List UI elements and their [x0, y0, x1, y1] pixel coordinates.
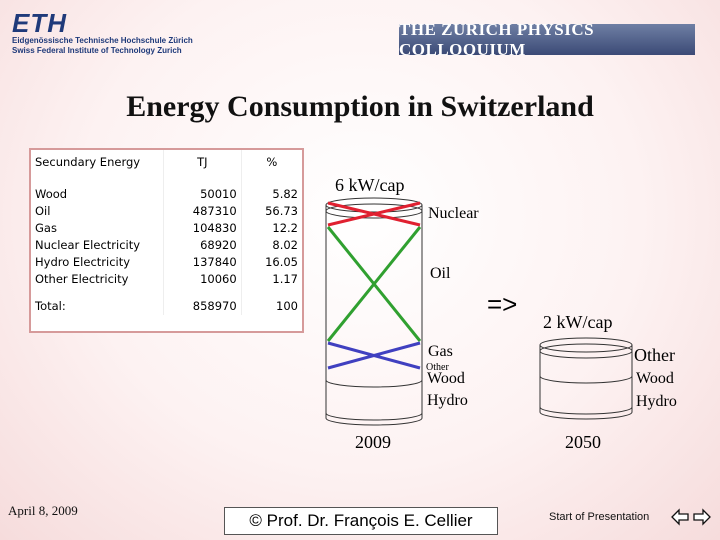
table-row: Nuclear Electricity 68920 8.02: [31, 236, 302, 253]
table-row: Gas 104830 12.2: [31, 219, 302, 236]
eth-logo: ETH Eidgenössische Technische Hochschule…: [12, 10, 193, 56]
arrow-right-icon[interactable]: [692, 508, 712, 526]
table-cell: 8.02: [240, 236, 302, 253]
table-cell: 5.82: [240, 185, 302, 202]
table-row: Wood 50010 5.82: [31, 185, 302, 202]
table-row: Other Electricity 10060 1.17: [31, 270, 302, 287]
label-other-2050: Other: [634, 345, 675, 365]
colloquium-banner: THE ZURICH PHYSICS COLLOQUIUM: [399, 20, 695, 59]
table-row: Hydro Electricity 137840 16.05: [31, 253, 302, 270]
table-cell: 16.05: [240, 253, 302, 270]
cross-gas: [327, 341, 421, 370]
cross-nuclear: [327, 201, 421, 227]
left-power-label: 6 kW/cap: [335, 175, 404, 195]
arrow-left-icon[interactable]: [670, 508, 690, 526]
table-cell: 858970: [163, 297, 242, 315]
table-row: Oil 487310 56.73: [31, 202, 302, 219]
table-cell: 1.17: [240, 270, 302, 287]
cylinder-2009: [325, 197, 423, 426]
slide-title: Energy Consumption in Switzerland: [126, 90, 594, 123]
table-header-tj: TJ: [163, 150, 242, 174]
table-cell: Gas: [35, 220, 57, 235]
table-cell: Nuclear Electricity: [35, 237, 141, 252]
eth-logo-text: ETH: [12, 8, 67, 38]
label-other-2009: Other: [426, 362, 449, 373]
table-cell: 56.73: [240, 202, 302, 219]
energy-table: Secundary Energy TJ % Wood 50010 5.82 Oi…: [29, 148, 304, 333]
table-cell: Wood: [35, 186, 68, 201]
table-cell: Other Electricity: [35, 271, 129, 286]
right-power-label: 2 kW/cap: [543, 312, 612, 332]
table-cell: 50010: [163, 185, 242, 202]
year-2009: 2009: [355, 432, 391, 452]
table-cell: Total:: [35, 299, 66, 313]
eth-logo-line2: Swiss Federal Institute of Technology Zu…: [12, 46, 182, 55]
table-total-row: Total: 858970 100: [31, 297, 302, 315]
label-oil: Oil: [430, 265, 451, 282]
year-2050: 2050: [565, 432, 601, 452]
table-cell: Hydro Electricity: [35, 254, 131, 269]
table-cell: 68920: [163, 236, 242, 253]
table-cell: Oil: [35, 203, 51, 218]
cylinder-2050: [539, 337, 633, 420]
eth-logo-line1: Eidgenössische Technische Hochschule Zür…: [12, 36, 193, 45]
table-cell: 137840: [163, 253, 242, 270]
table-cell: 10060: [163, 270, 242, 287]
cross-oil: [326, 226, 422, 342]
label-wood-2050: Wood: [636, 370, 674, 387]
transition-arrow: =>: [487, 289, 517, 319]
table-header-percent: %: [240, 150, 302, 174]
copyright-box: © Prof. Dr. François E. Cellier: [224, 507, 498, 535]
table-cell: 100: [240, 297, 302, 315]
presentation-date: April 8, 2009: [8, 503, 78, 518]
label-hydro-2009: Hydro: [427, 392, 468, 409]
label-hydro-2050: Hydro: [636, 393, 677, 410]
table-cell: 104830: [163, 219, 242, 236]
table-header-energy: Secundary Energy: [35, 155, 141, 169]
label-gas: Gas: [428, 343, 453, 360]
label-nuclear: Nuclear: [428, 205, 479, 222]
start-of-presentation-link[interactable]: Start of Presentation: [549, 511, 650, 523]
table-cell: 12.2: [240, 219, 302, 236]
table-cell: 487310: [163, 202, 242, 219]
label-wood-2009: Wood: [427, 370, 465, 387]
